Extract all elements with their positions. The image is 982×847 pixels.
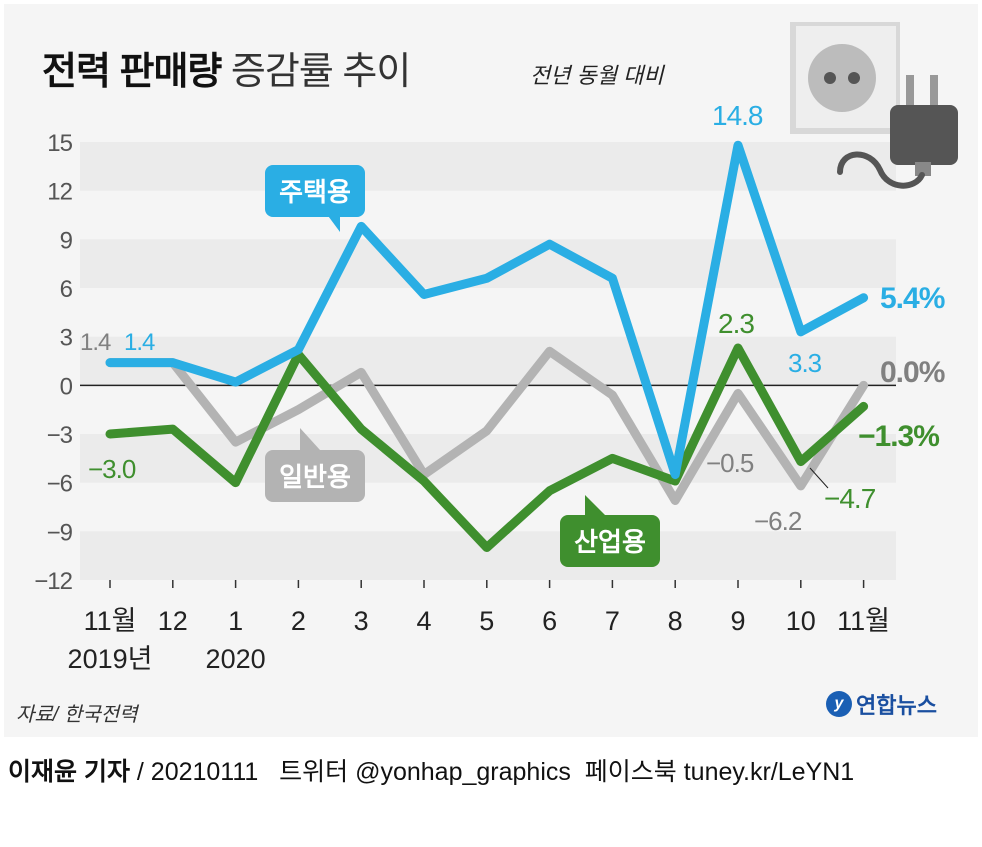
- chart-subtitle: 전년 동월 대비: [530, 63, 664, 88]
- grid-band: [80, 336, 896, 386]
- x-tick-label: 8: [668, 606, 683, 636]
- y-tick-label: −12: [34, 568, 72, 595]
- x-tick-label: 2: [291, 606, 306, 636]
- data-label: −0.5: [706, 448, 754, 478]
- x-tick-label: 3: [354, 606, 369, 636]
- data-label: 2.3: [718, 308, 754, 339]
- legend-callout-pointer: [320, 205, 340, 232]
- data-label: 5.4%: [880, 282, 945, 315]
- y-tick-label: −3: [47, 422, 73, 449]
- data-label: 3.3: [788, 348, 822, 378]
- y-tick-label: 0: [60, 373, 73, 400]
- x-tick-label: 10: [786, 606, 816, 636]
- power-outlet-icon: [790, 22, 900, 134]
- legend-callout-pointer: [585, 495, 605, 515]
- x-tick-label: 7: [605, 606, 620, 636]
- data-label: 14.8: [712, 100, 763, 131]
- reporter: 이재윤 기자: [8, 758, 130, 786]
- x-tick-sublabel: 2019년: [68, 644, 153, 674]
- x-tick-label: 12: [158, 606, 188, 636]
- yonhap-logo: y 연합뉴스: [826, 688, 937, 720]
- x-tick-label: 11월: [837, 606, 890, 636]
- grid-band: [80, 142, 896, 191]
- logo-text: 연합뉴스: [856, 693, 937, 718]
- data-label: 0.0%: [880, 356, 945, 389]
- legend-callout-box: [265, 450, 365, 502]
- data-label: 1.4: [80, 329, 111, 356]
- data-label: −4.7: [824, 483, 876, 514]
- title-light: 증감률 추이: [230, 51, 411, 93]
- credit-footer: 이재윤 기자 / 20210111 트위터 @yonhap_graphics 페…: [8, 752, 854, 788]
- x-tick-label: 5: [479, 606, 494, 636]
- legend-callout-pointer: [300, 428, 320, 450]
- data-label: −6.2: [754, 506, 802, 536]
- legend-label: 일반용: [279, 462, 351, 492]
- legend-label: 주택용: [279, 177, 351, 207]
- legend-callout-box: [560, 515, 660, 567]
- data-label: 1.4: [124, 329, 155, 356]
- data-label: −1.3%: [858, 420, 939, 453]
- credit-rest: / 20210111 트위터 @yonhap_graphics 페이스북 tun…: [129, 758, 855, 786]
- x-tick-label: 9: [730, 606, 745, 636]
- x-tick-sublabel: 2020: [206, 644, 266, 674]
- plug-icon: [837, 75, 958, 189]
- legend-label: 산업용: [574, 527, 646, 557]
- y-tick-label: 9: [60, 227, 73, 254]
- grid-band: [80, 531, 896, 580]
- legend-callout-box: [265, 165, 365, 217]
- x-tick-label: 4: [416, 606, 431, 636]
- source-note: 자료/ 한국전력: [16, 704, 138, 726]
- y-tick-label: −6: [47, 471, 73, 498]
- y-tick-label: 3: [60, 325, 73, 352]
- leader-line: [809, 467, 829, 489]
- y-tick-label: −9: [47, 519, 73, 546]
- y-tick-label: 15: [47, 130, 72, 157]
- title-bold: 전력 판매량: [42, 51, 222, 93]
- x-tick-label: 1: [228, 606, 243, 636]
- chart-title: 전력 판매량 증감률 추이: [42, 40, 411, 95]
- y-tick-label: 12: [47, 179, 72, 206]
- data-label: −3.0: [88, 454, 136, 484]
- logo-mark-icon: y: [826, 691, 852, 717]
- grid-band: [80, 434, 896, 483]
- x-tick-label: 6: [542, 606, 557, 636]
- y-tick-label: 6: [60, 276, 73, 303]
- x-tick-label: 11월: [84, 606, 137, 636]
